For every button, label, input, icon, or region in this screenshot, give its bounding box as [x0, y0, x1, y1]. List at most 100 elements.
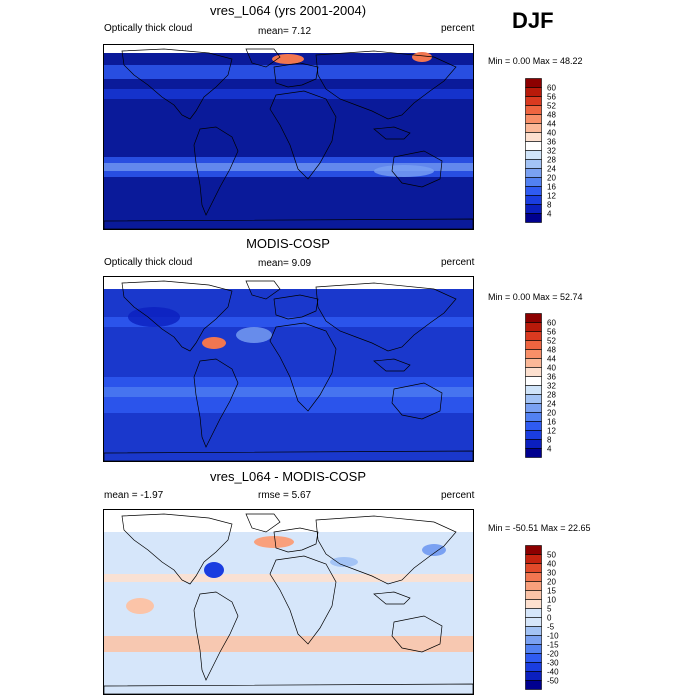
colorbar-tick-label: 36 — [547, 138, 556, 147]
colorbar-tick-label: 28 — [547, 156, 556, 165]
colorbar-swatch — [525, 599, 542, 609]
colorbar-swatch — [525, 403, 542, 413]
coastline — [104, 683, 473, 694]
colorbar-swatch — [525, 662, 542, 672]
colorbar-swatch — [525, 340, 542, 350]
colorbar-swatch — [525, 581, 542, 591]
colorbar-swatch — [525, 168, 542, 178]
colorbar-swatch — [525, 448, 542, 458]
coastline — [193, 358, 239, 448]
colorbar-tick-label: 28 — [547, 391, 556, 400]
map-field-region — [104, 574, 473, 582]
colorbar-tick-label: 24 — [547, 165, 556, 174]
colorbar-swatch — [525, 141, 542, 151]
panel-title: vres_L064 - MODIS-COSP — [209, 469, 367, 484]
colorbar-tick-label: 52 — [547, 337, 556, 346]
colorbar-tick-label: 4 — [547, 445, 552, 454]
colorbar-tick-label: 10 — [547, 596, 556, 605]
colorbar-tick-label: 56 — [547, 328, 556, 337]
panel-left-label: Optically thick cloud — [104, 257, 193, 268]
map-field-region — [104, 45, 473, 53]
colorbar-swatch — [525, 563, 542, 573]
map-plot — [103, 509, 474, 695]
colorbar-swatch — [525, 105, 542, 115]
panel-right-label: percent — [441, 23, 475, 34]
map-field-background — [104, 277, 473, 461]
coastline — [391, 150, 443, 188]
map-field-region — [330, 557, 358, 567]
colorbar-tick-label: 16 — [547, 418, 556, 427]
colorbar-swatch — [525, 159, 542, 169]
colorbar-swatch — [525, 114, 542, 124]
colorbar: 4 8 12 16 20 24 28 32 36 40 44 48 52 56 60 — [525, 78, 565, 224]
colorbar-tick-label: -40 — [547, 668, 559, 677]
colorbar-tick-label: 36 — [547, 373, 556, 382]
colorbar-tick-label: 60 — [547, 84, 556, 93]
map-field-region — [128, 307, 180, 327]
coastline — [273, 294, 319, 320]
season-label: DJF — [512, 8, 554, 33]
colorbar-tick-label: 44 — [547, 355, 556, 364]
coastline — [391, 382, 443, 420]
colorbar-tick-label: -10 — [547, 632, 559, 641]
colorbar-swatch — [525, 608, 542, 618]
colorbar-tick-label: -20 — [547, 650, 559, 659]
map-field-region — [104, 387, 473, 397]
map-field-region — [104, 163, 473, 171]
coastline — [121, 513, 233, 585]
colorbar-swatch — [525, 349, 542, 359]
map-field-region — [104, 277, 473, 289]
coastline — [273, 62, 319, 88]
colorbar-swatch — [525, 421, 542, 431]
colorbar-swatch — [525, 78, 542, 88]
panel-center-label: mean= 7.12 — [258, 26, 312, 37]
panel-minmax: Min = -50.51 Max = 22.65 — [488, 523, 591, 533]
colorbar-swatch — [525, 132, 542, 142]
colorbar-swatch — [525, 313, 542, 323]
coastline — [104, 450, 473, 461]
panel-right-label: percent — [441, 490, 475, 501]
colorbar-tick-label: -30 — [547, 659, 559, 668]
colorbar-swatch — [525, 572, 542, 582]
colorbar-swatch — [525, 394, 542, 404]
colorbar-tick-label: 50 — [547, 551, 556, 560]
colorbar-swatch — [525, 376, 542, 386]
colorbar-tick-label: 20 — [547, 409, 556, 418]
colorbar-tick-label: 4 — [547, 210, 552, 219]
colorbar-swatch — [525, 545, 542, 555]
coastline — [245, 280, 281, 300]
map-field-region — [422, 544, 446, 556]
colorbar-tick-label: 15 — [547, 587, 556, 596]
map-field-background — [104, 510, 473, 694]
colorbar-swatch — [525, 195, 542, 205]
colorbar-swatch — [525, 213, 542, 223]
map-field-region — [126, 598, 154, 614]
coastline — [193, 126, 239, 216]
colorbar-swatch — [525, 617, 542, 627]
colorbar-swatch — [525, 123, 542, 133]
map-field-region — [204, 562, 224, 578]
panel-title: vres_L064 (yrs 2001-2004) — [209, 3, 367, 18]
map-field-region — [104, 317, 473, 327]
colorbar: 4 8 12 16 20 24 28 32 36 40 44 48 52 56 60 — [525, 313, 565, 459]
colorbar-tick-label: 40 — [547, 129, 556, 138]
colorbar-tick-label: 48 — [547, 346, 556, 355]
coastline — [315, 515, 457, 585]
coastline — [315, 282, 457, 352]
colorbar-tick-label: 12 — [547, 192, 556, 201]
colorbar-tick-label: 40 — [547, 364, 556, 373]
colorbar-tick-label: 8 — [547, 436, 552, 445]
coastline — [373, 358, 411, 372]
map-field-region — [412, 52, 432, 62]
map-field-region — [374, 165, 434, 177]
coastline — [245, 48, 281, 68]
map-field-region — [236, 327, 272, 343]
colorbar-swatch — [525, 412, 542, 422]
colorbar-swatch — [525, 385, 542, 395]
coastline — [104, 218, 473, 229]
colorbar-tick-label: 24 — [547, 400, 556, 409]
coastline — [245, 513, 281, 533]
panel-right-label: percent — [441, 257, 475, 268]
colorbar-tick-label: 0 — [547, 614, 552, 623]
coastline — [315, 50, 457, 120]
